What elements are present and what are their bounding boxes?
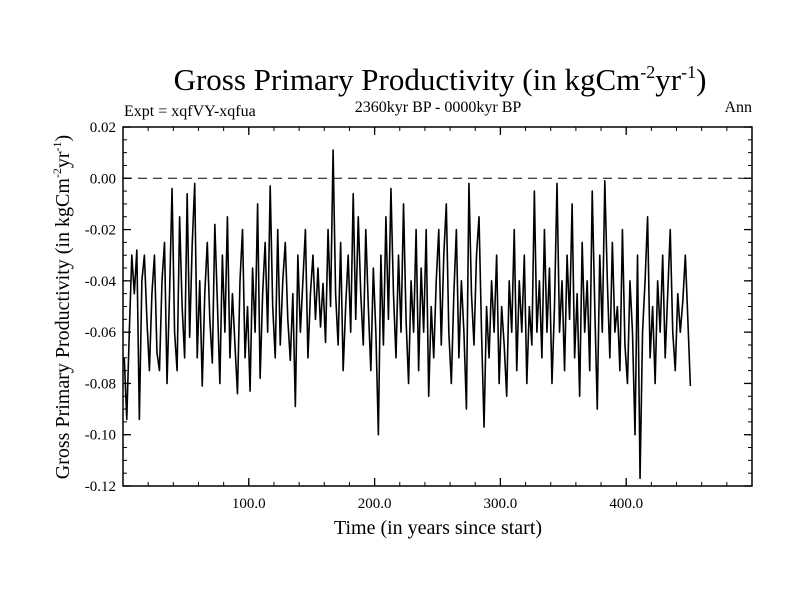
y-tick-label: -0.06 bbox=[85, 325, 117, 341]
chart-subtitle: 2360kyr BP - 0000kyr BP bbox=[355, 99, 522, 116]
x-tick-label: 300.0 bbox=[484, 496, 518, 512]
series-line-1 bbox=[123, 149, 692, 480]
y-tick-label: 0.00 bbox=[90, 171, 116, 187]
x-tick-label: 100.0 bbox=[232, 496, 266, 512]
season-label: Ann bbox=[724, 99, 752, 116]
y-tick-label: 0.02 bbox=[90, 120, 116, 136]
experiment-label: Expt = xqfVY-xqfua bbox=[124, 103, 256, 120]
plot-frame bbox=[122, 126, 753, 487]
x-tick-label: 400.0 bbox=[609, 496, 643, 512]
x-axis-label: Time (in years since start) bbox=[334, 517, 542, 539]
y-tick-label: -0.02 bbox=[85, 223, 116, 239]
y-axis-label: Gross Primary Productivity (in kgCm-2yr-… bbox=[50, 135, 74, 479]
y-tick-label: -0.10 bbox=[85, 428, 116, 444]
y-tick-label: -0.04 bbox=[85, 274, 117, 290]
y-tick-label: -0.12 bbox=[85, 479, 116, 495]
x-tick-label: 200.0 bbox=[358, 496, 392, 512]
y-tick-label: -0.08 bbox=[85, 376, 116, 392]
chart-title: Gross Primary Productivity (in kgCm-2yr-… bbox=[174, 62, 707, 97]
